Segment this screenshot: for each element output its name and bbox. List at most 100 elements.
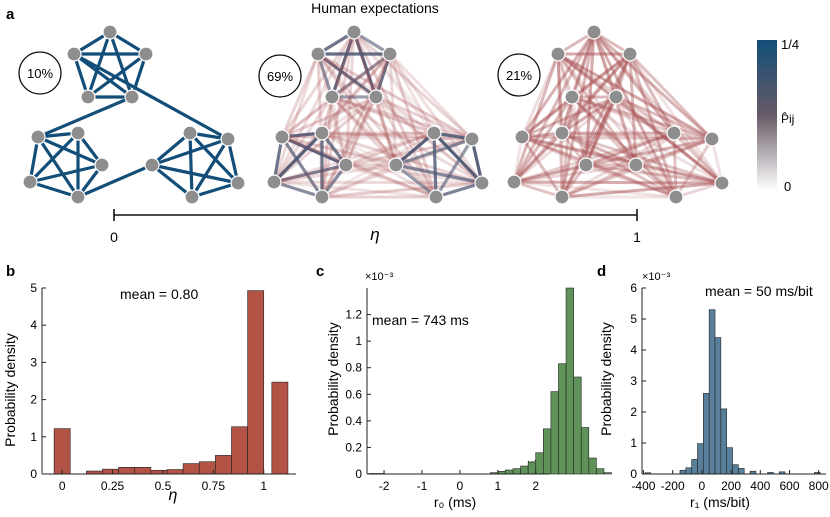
network-edge — [316, 52, 438, 199]
network-edge — [556, 52, 638, 167]
network-edge — [556, 52, 714, 141]
network-edge — [330, 95, 398, 167]
histogram-bar — [573, 376, 582, 475]
y-tick-label: 2 — [30, 393, 37, 407]
network-edge — [584, 30, 596, 167]
histogram-bar — [596, 468, 605, 475]
plot-d: 0 1 2 3 4 5 6 -400 -200 0 200 400 600 800 — [630, 281, 829, 493]
network-node — [266, 174, 282, 190]
histogram-bar — [738, 468, 745, 475]
network-edge — [394, 163, 438, 199]
network-edge — [374, 95, 484, 185]
histogram-bar — [134, 467, 152, 475]
network-edge — [352, 30, 474, 141]
percent-circle-1: 10% — [18, 51, 62, 95]
network-node — [124, 89, 140, 105]
colorbar-gradient — [757, 40, 777, 190]
panel-d: d Probability density r₁ (ms/bit) mean =… — [597, 263, 829, 510]
network-edge — [272, 180, 484, 185]
network-edge — [614, 95, 676, 135]
network-edge — [344, 163, 484, 185]
network-edge — [272, 163, 398, 184]
xlabel-d: r₁ (ms/bit) — [690, 494, 750, 510]
panel-b: b Probability density η mean = 0.80 0 1 2 3… — [2, 263, 296, 504]
xlabel-b: η — [169, 487, 178, 504]
x-tick-label: 0 — [59, 479, 66, 493]
network-node — [324, 89, 340, 105]
network-edge — [150, 131, 192, 167]
network-edge — [272, 137, 474, 184]
network-edge — [36, 135, 104, 167]
network-edge — [512, 180, 678, 199]
network-edge — [560, 181, 724, 199]
network-edge — [316, 52, 324, 135]
network-edge — [672, 131, 724, 185]
network-edge — [330, 30, 356, 99]
y-tick-label: 6 — [630, 281, 637, 295]
network-edge — [330, 95, 348, 167]
network-edge — [28, 180, 80, 199]
network-edge — [374, 95, 474, 141]
network-node — [182, 125, 198, 141]
histogram-bar — [53, 428, 71, 475]
network-edge — [272, 52, 320, 184]
network-edge — [280, 95, 378, 139]
ylabel-b: Probability density — [2, 333, 18, 447]
xlabel-c: r₀ (ms) — [434, 494, 476, 510]
network-edge — [560, 52, 632, 135]
y-tick-label: 0.4 — [345, 414, 362, 428]
network-edge — [320, 131, 474, 141]
network-edge — [434, 181, 484, 199]
histogram-bar — [512, 468, 521, 475]
percent-circle-2: 69% — [258, 54, 302, 98]
network-node — [184, 189, 200, 205]
network-node — [564, 89, 580, 105]
network-node — [586, 24, 602, 40]
network-edge — [512, 131, 676, 184]
network-edge — [374, 95, 398, 167]
network-edge — [272, 131, 436, 184]
network-node — [66, 46, 82, 62]
network-edge — [280, 30, 356, 139]
network-node — [30, 129, 46, 145]
network-edge — [320, 30, 356, 135]
y-tick-label: 3 — [630, 374, 637, 388]
network-edge — [394, 131, 436, 167]
network-edge — [560, 95, 618, 135]
network-edge — [592, 30, 676, 135]
network-node — [608, 89, 624, 105]
histogram-bar — [732, 464, 739, 475]
histogram-bar — [720, 408, 727, 475]
network-node — [554, 189, 570, 205]
network-edge — [280, 135, 348, 167]
colorbar-bottom-label: 0 — [784, 179, 791, 194]
network-edge — [394, 137, 474, 167]
y-tick-label: 1 — [630, 436, 637, 450]
network-edge — [592, 30, 714, 141]
network-edge — [320, 163, 398, 199]
network-edge — [560, 131, 676, 199]
network-edge — [592, 30, 678, 199]
network-edge — [272, 30, 356, 184]
network-diagrams — [22, 24, 730, 205]
ylabel-d: Probability density — [598, 322, 614, 436]
network-edge — [374, 95, 438, 199]
x-tick-label: 200 — [721, 479, 741, 493]
histogram-bar — [679, 469, 687, 475]
network-edge — [520, 95, 618, 139]
network-edge — [560, 52, 632, 199]
histogram-bar — [535, 452, 544, 475]
eta-axis-symbol: η — [370, 225, 379, 244]
network-edge — [512, 95, 574, 184]
histogram-bar — [247, 290, 265, 475]
y-tick-label: 1.2 — [345, 308, 362, 322]
network-edge — [28, 163, 104, 184]
network-edge — [272, 131, 324, 184]
network-edge — [344, 52, 392, 167]
histogram-bar — [150, 469, 168, 475]
network-edge — [520, 135, 588, 167]
network-edge — [352, 30, 436, 135]
x-tick-label: 400 — [750, 479, 770, 493]
network-edge — [330, 95, 436, 135]
network-edge — [560, 131, 714, 141]
